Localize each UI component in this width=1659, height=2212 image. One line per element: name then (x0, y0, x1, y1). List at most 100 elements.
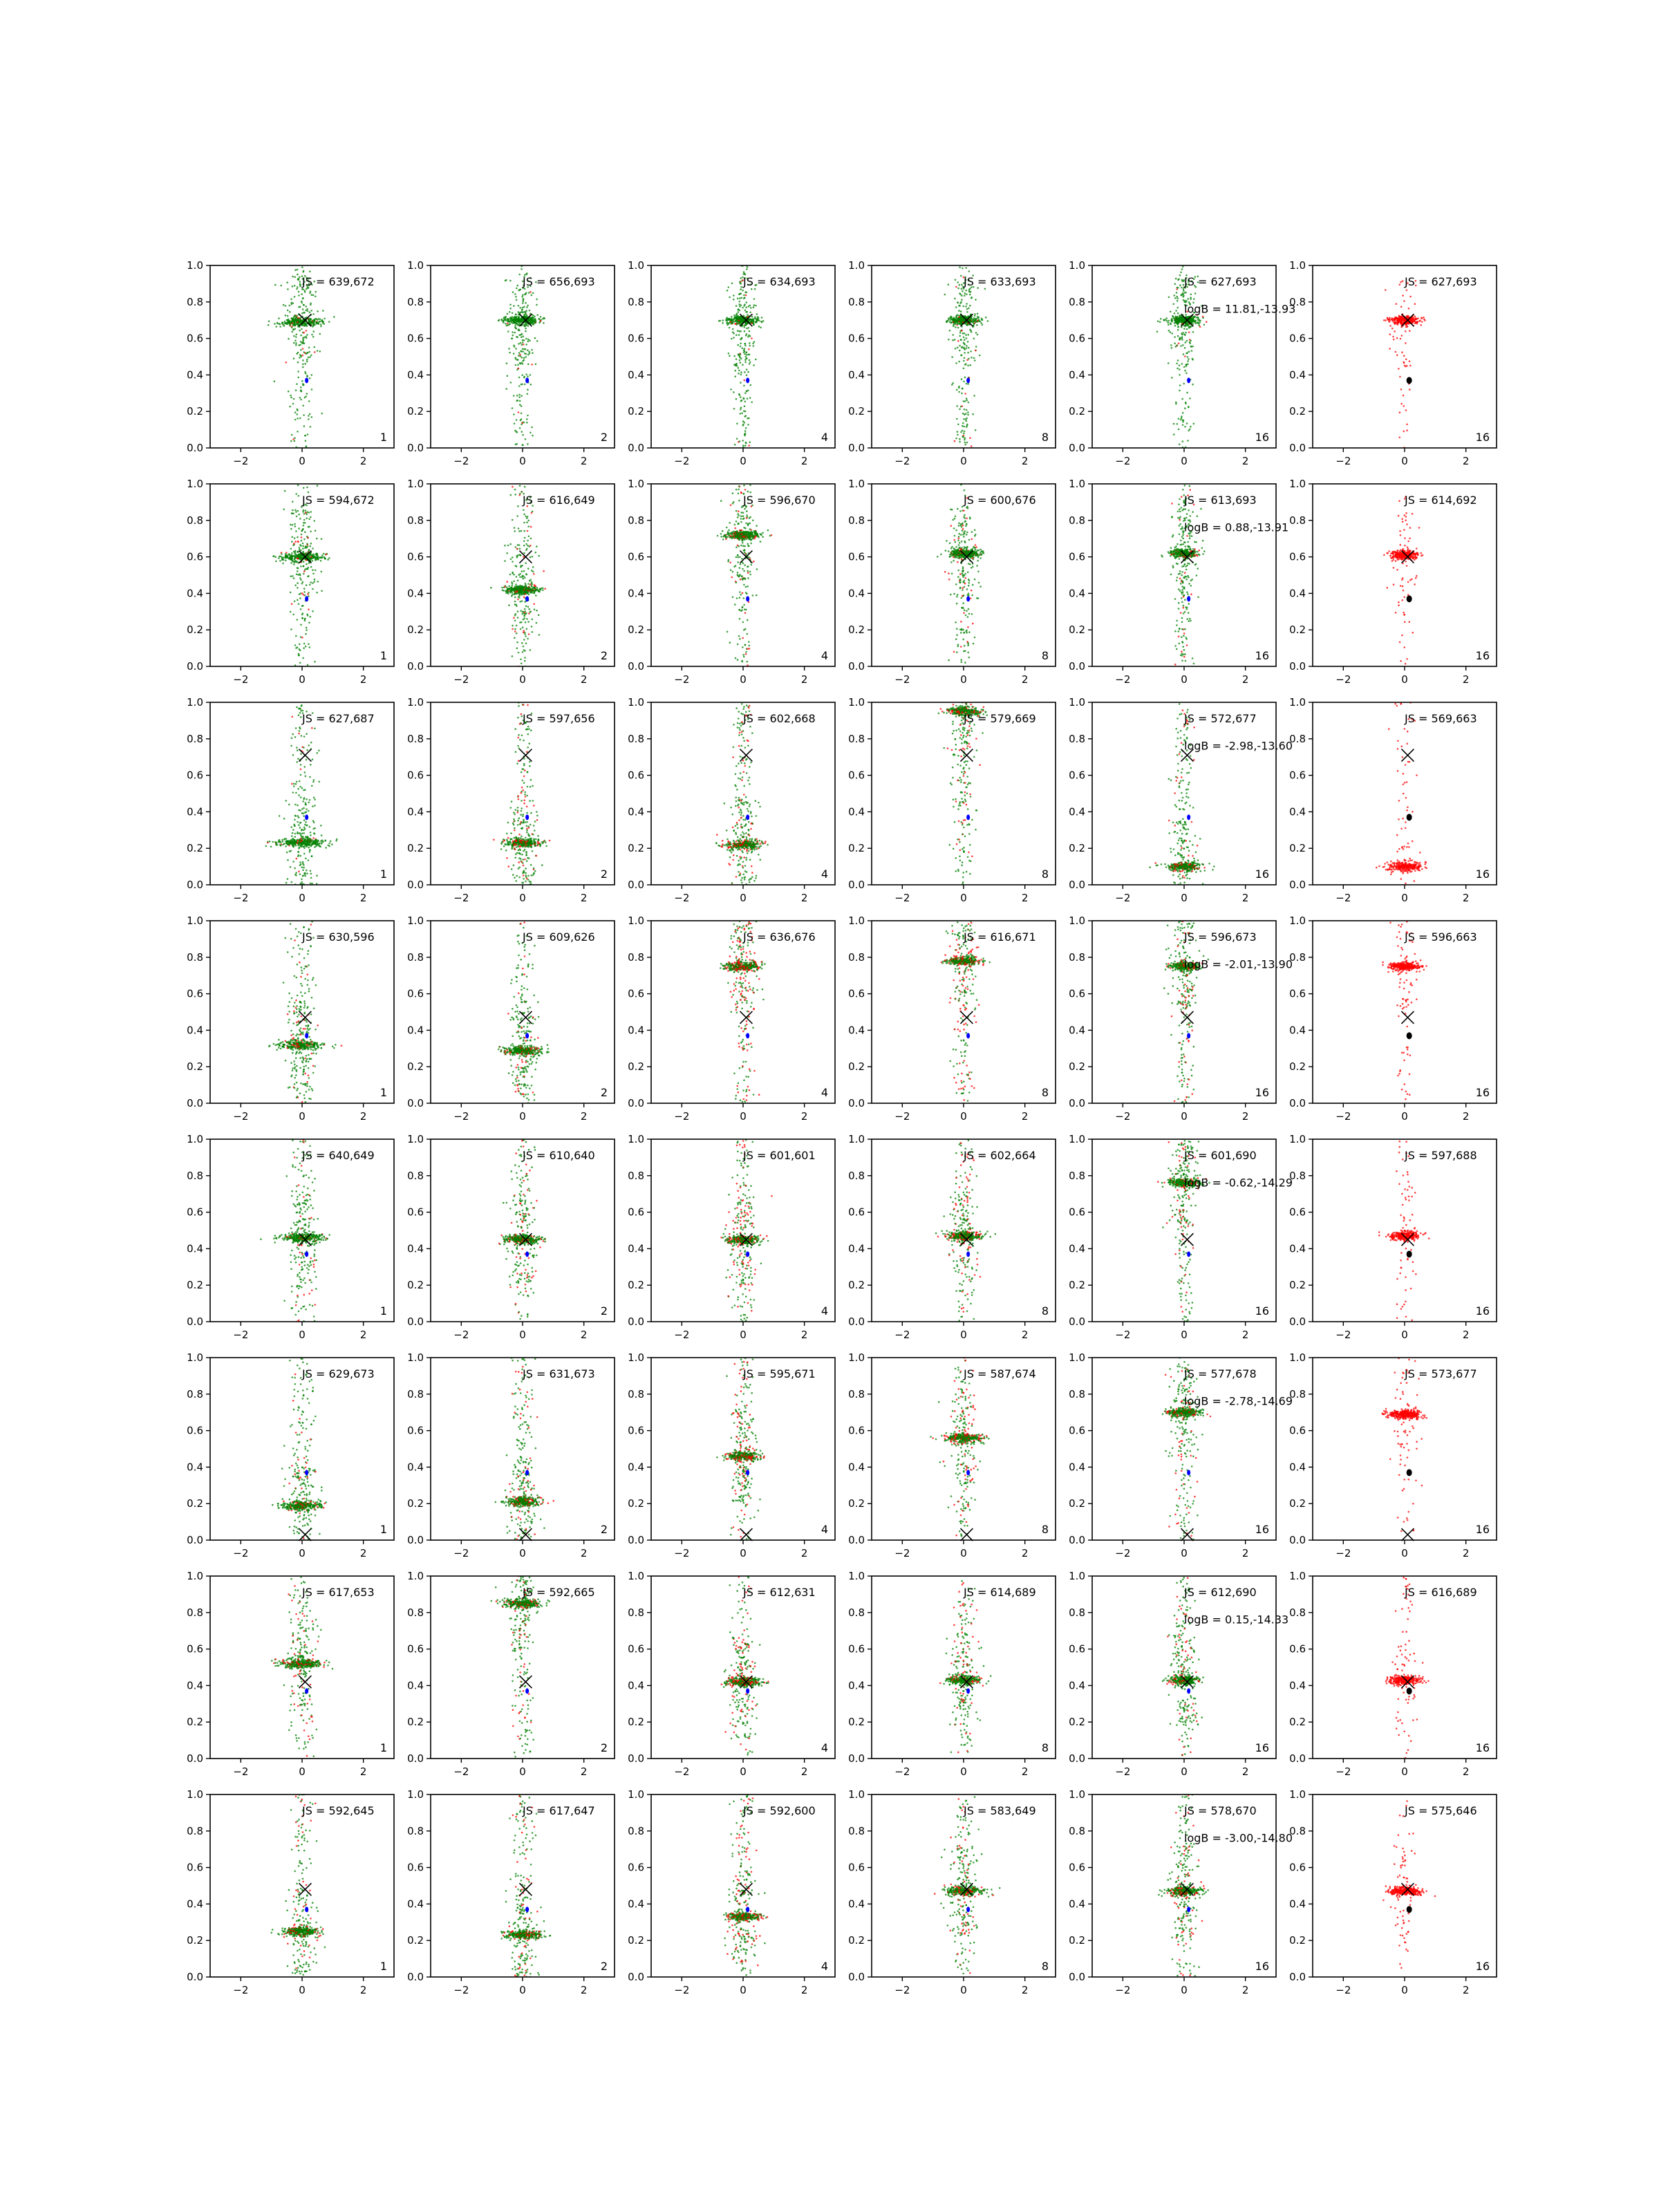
green-point (747, 353, 750, 356)
green-point (518, 597, 521, 599)
green-point (299, 276, 301, 279)
green-point (297, 603, 300, 606)
green-point (298, 547, 301, 549)
green-point (274, 283, 276, 286)
green-point (963, 380, 965, 383)
green-point (1177, 312, 1179, 315)
green-point (975, 332, 977, 334)
green-point (1156, 330, 1159, 333)
green-point (737, 523, 740, 525)
green-point (965, 337, 968, 339)
green-point (722, 538, 724, 541)
green-point (964, 344, 966, 346)
green-point (319, 318, 321, 321)
green-point (527, 637, 529, 640)
green-point (955, 362, 957, 364)
green-point (740, 338, 742, 341)
green-point (963, 346, 965, 349)
green-point (1190, 325, 1193, 328)
green-point (1185, 304, 1188, 307)
panel-background (1313, 265, 1497, 448)
green-point (304, 645, 307, 648)
green-point (965, 409, 968, 411)
green-point (297, 495, 300, 497)
green-point (301, 266, 303, 268)
green-point (760, 320, 762, 323)
green-point (742, 530, 744, 533)
green-point (298, 294, 300, 297)
green-point (514, 600, 516, 603)
green-point (749, 532, 751, 534)
green-point (519, 576, 521, 579)
green-point (1183, 286, 1185, 288)
green-point (532, 320, 534, 323)
red-point (523, 630, 525, 632)
green-point (514, 628, 516, 630)
green-point (1177, 367, 1179, 370)
green-point (1181, 363, 1183, 365)
green-point (507, 544, 509, 547)
green-point (293, 341, 295, 344)
green-point (523, 521, 525, 524)
red-point (1389, 325, 1391, 327)
green-point (749, 441, 751, 443)
green-point (521, 336, 523, 339)
green-point (962, 602, 964, 604)
green-point (536, 340, 538, 342)
green-point (314, 558, 317, 560)
red-point (301, 592, 303, 594)
red-point (970, 589, 973, 592)
green-point (527, 414, 529, 417)
green-point (981, 319, 983, 321)
green-point (514, 565, 516, 567)
panel-number-label: 2 (601, 649, 608, 662)
green-point (746, 277, 749, 280)
green-point (303, 311, 305, 314)
green-point (749, 304, 751, 307)
green-point (958, 532, 960, 535)
green-point (1180, 271, 1182, 274)
green-point (309, 270, 311, 273)
green-point (735, 521, 738, 523)
green-point (513, 346, 516, 348)
green-point (726, 630, 729, 633)
green-point (727, 531, 729, 533)
green-point (290, 320, 292, 323)
green-point (1193, 311, 1195, 314)
green-point (1196, 321, 1199, 324)
green-point (303, 396, 306, 399)
green-point (292, 328, 294, 330)
green-point (532, 324, 534, 326)
green-point (516, 556, 518, 559)
red-point (1402, 294, 1404, 297)
x-tick-label: 0 (299, 673, 306, 686)
green-point (293, 335, 295, 337)
cross-marker (1180, 313, 1194, 327)
green-point (1187, 324, 1189, 327)
green-point (305, 306, 308, 308)
green-point (512, 291, 514, 294)
blue-marker (746, 596, 750, 602)
green-point (746, 397, 749, 400)
red-point (504, 585, 506, 588)
green-point (1173, 322, 1176, 324)
green-point (734, 320, 737, 322)
green-point (977, 570, 980, 573)
green-point (947, 283, 950, 286)
green-point (748, 644, 751, 647)
green-point (509, 382, 512, 384)
green-point (742, 577, 745, 580)
green-point (959, 440, 961, 443)
green-point (727, 560, 729, 563)
green-point (722, 535, 724, 538)
green-point (1177, 297, 1179, 300)
green-point (1177, 319, 1180, 322)
x-tick-label: −2 (894, 455, 910, 467)
green-point (1186, 285, 1188, 288)
green-point (747, 498, 749, 501)
green-point (1194, 319, 1197, 322)
green-point (963, 425, 965, 428)
green-point (515, 583, 517, 585)
green-point (745, 351, 747, 354)
